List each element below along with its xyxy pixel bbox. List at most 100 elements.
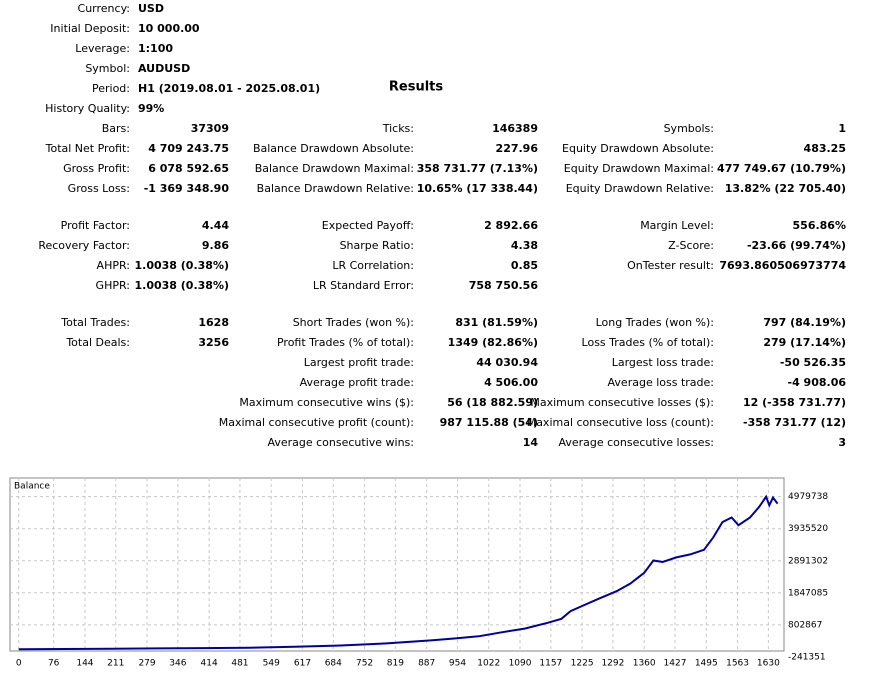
stat-label: Average consecutive losses:: [558, 436, 714, 449]
stat-label: Recovery Factor:: [38, 239, 130, 252]
x-tick-label: 1292: [601, 659, 624, 669]
plot-area: [9, 477, 785, 652]
x-tick-label: 752: [356, 659, 373, 669]
stat-value: 4 506.00: [484, 376, 538, 389]
x-tick-label: 279: [138, 659, 155, 669]
summary-label: History Quality:: [45, 102, 130, 115]
x-tick-label: 1563: [726, 659, 749, 669]
stat-label: Gross Loss:: [68, 182, 130, 195]
summary-value: AUDUSD: [138, 62, 190, 75]
summary-value: 99%: [138, 102, 164, 115]
stat-value: 831 (81.59%): [455, 316, 538, 329]
x-tick-label: 76: [48, 659, 60, 669]
stat-value: 758 750.56: [469, 279, 539, 292]
stat-value: -4 908.06: [788, 376, 847, 389]
stat-value: 3256: [198, 336, 229, 349]
stat-label: Expected Payoff:: [322, 219, 414, 232]
y-tick-label: 4979738: [788, 492, 828, 502]
stat-label: Profit Trades (% of total):: [277, 336, 414, 349]
stat-value: 3: [838, 436, 846, 449]
x-tick-label: 346: [169, 659, 186, 669]
x-tick-label: 617: [294, 659, 311, 669]
x-tick-label: 1225: [571, 659, 594, 669]
stat-value: -23.66 (99.74%): [747, 239, 846, 252]
stat-value: 797 (84.19%): [763, 316, 846, 329]
y-tick-label: 1847085: [788, 588, 828, 598]
stat-value: 1: [838, 122, 846, 135]
stat-label: Equity Drawdown Absolute:: [562, 142, 714, 155]
summary-label: Period:: [92, 82, 130, 95]
stat-label: Balance Drawdown Absolute:: [253, 142, 414, 155]
stat-value: 4 709 243.75: [148, 142, 229, 155]
stat-label: Gross Profit:: [63, 162, 130, 175]
stat-label: Maximum consecutive wins ($):: [239, 396, 414, 409]
summary-label: Symbol:: [85, 62, 130, 75]
stat-value: 1349 (82.86%): [448, 336, 538, 349]
stat-label: Profit Factor:: [61, 219, 130, 232]
stat-value: 12 (-358 731.77): [743, 396, 846, 409]
x-tick-label: 819: [387, 659, 404, 669]
summary-value: 10 000.00: [138, 22, 200, 35]
x-tick-label: 481: [231, 659, 248, 669]
stat-value: 1628: [198, 316, 229, 329]
summary-label: Currency:: [78, 2, 130, 15]
balance-line: [18, 494, 779, 651]
summary-label: Leverage:: [75, 42, 130, 55]
stat-label: Loss Trades (% of total):: [582, 336, 714, 349]
x-tick-label: 549: [263, 659, 280, 669]
y-tick-label: 3935520: [788, 524, 828, 534]
stat-value: 14: [523, 436, 539, 449]
stat-value: 477 749.67 (10.79%): [717, 162, 846, 175]
stat-value: 6 078 592.65: [148, 162, 229, 175]
stat-value: 2 892.66: [484, 219, 538, 232]
x-tick-label: 144: [76, 659, 93, 669]
stat-value: 227.96: [496, 142, 539, 155]
stat-label: OnTester result:: [627, 259, 714, 272]
stat-label: Average loss trade:: [608, 376, 714, 389]
chart-title: Balance: [14, 482, 50, 492]
stat-label: Short Trades (won %):: [293, 316, 414, 329]
stat-label: LR Correlation:: [332, 259, 414, 272]
stat-value: 279 (17.14%): [763, 336, 846, 349]
x-tick-label: 1157: [539, 659, 562, 669]
stat-value: 0.85: [511, 259, 538, 272]
x-tick-label: 1495: [695, 659, 718, 669]
y-tick-label: 802867: [788, 620, 822, 630]
x-tick-label: 954: [449, 659, 466, 669]
summary-value: 1:100: [138, 42, 173, 55]
stat-label: Symbols:: [664, 122, 714, 135]
stat-value: 146389: [492, 122, 538, 135]
stat-value: 1.0038 (0.38%): [135, 279, 230, 292]
stat-label: Equity Drawdown Maximal:: [564, 162, 714, 175]
stat-label: AHPR:: [97, 259, 130, 272]
stat-label: GHPR:: [96, 279, 130, 292]
x-tick-label: 1022: [477, 659, 500, 669]
x-tick-label: 414: [201, 659, 218, 669]
stat-value: 358 731.77 (7.13%): [417, 162, 538, 175]
stat-label: Balance Drawdown Relative:: [257, 182, 414, 195]
stat-label: Total Trades:: [60, 316, 130, 329]
stat-label: Bars:: [102, 122, 130, 135]
stat-value: 37309: [191, 122, 229, 135]
stat-label: Z-Score:: [668, 239, 714, 252]
x-tick-label: 211: [107, 659, 124, 669]
stat-label: Ticks:: [382, 122, 414, 135]
results-title: Results: [389, 80, 443, 95]
stat-value: 4.38: [511, 239, 538, 252]
stat-label: Average consecutive wins:: [267, 436, 414, 449]
stat-label: Long Trades (won %):: [596, 316, 714, 329]
x-tick-label: 1630: [757, 659, 780, 669]
stat-value: 13.82% (22 705.40): [725, 182, 846, 195]
stat-value: 44 030.94: [476, 356, 538, 369]
stat-value: 10.65% (17 338.44): [417, 182, 538, 195]
x-tick-label: 0: [16, 659, 22, 669]
stat-label: Average profit trade:: [300, 376, 414, 389]
stat-value: 1.0038 (0.38%): [135, 259, 230, 272]
stat-value: 987 115.88 (54): [440, 416, 538, 429]
stat-label: Maximal consecutive profit (count):: [219, 416, 414, 429]
stat-label: LR Standard Error:: [313, 279, 414, 292]
stat-label: Margin Level:: [640, 219, 714, 232]
stat-label: Total Net Profit:: [45, 142, 130, 155]
